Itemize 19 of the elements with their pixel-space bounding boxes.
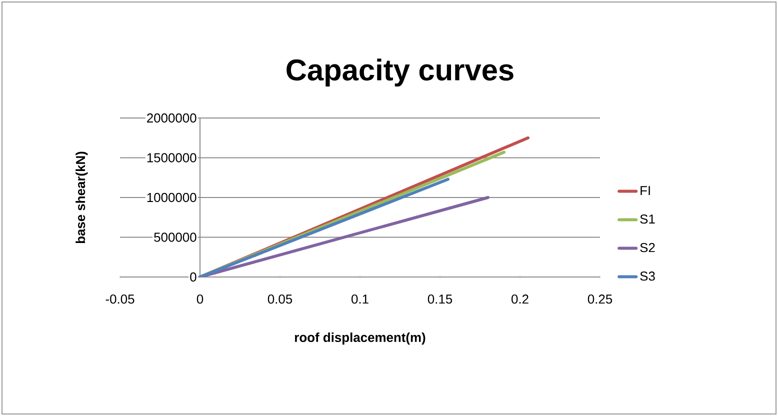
y-axis-title: base shear(kN) (76, 152, 88, 244)
y-tick-label: 0 (190, 272, 196, 282)
x-axis-title: roof displacement(m) (295, 332, 426, 345)
legend-label: S2 (640, 242, 655, 252)
x-tick-label: -0.05 (106, 294, 134, 304)
x-tick-label: 0 (196, 294, 204, 304)
y-tick-label: 1500000 (147, 153, 196, 162)
x-tick-label: 0.25 (588, 294, 612, 304)
x-tick-label: 0.05 (268, 294, 292, 304)
legend-label: S1 (640, 214, 655, 224)
x-tick-label: 0.2 (512, 294, 528, 304)
legend-label: FI (640, 186, 650, 195)
y-tick-label: 500000 (154, 232, 196, 242)
y-tick-label: 1000000 (147, 192, 196, 202)
legend-label: S3 (640, 272, 655, 281)
x-tick-label: 0.1 (352, 294, 368, 304)
chart-title: Capacity curves (286, 58, 514, 86)
y-tick-label: 2000000 (147, 113, 196, 123)
x-tick-label: 0.15 (428, 294, 452, 304)
